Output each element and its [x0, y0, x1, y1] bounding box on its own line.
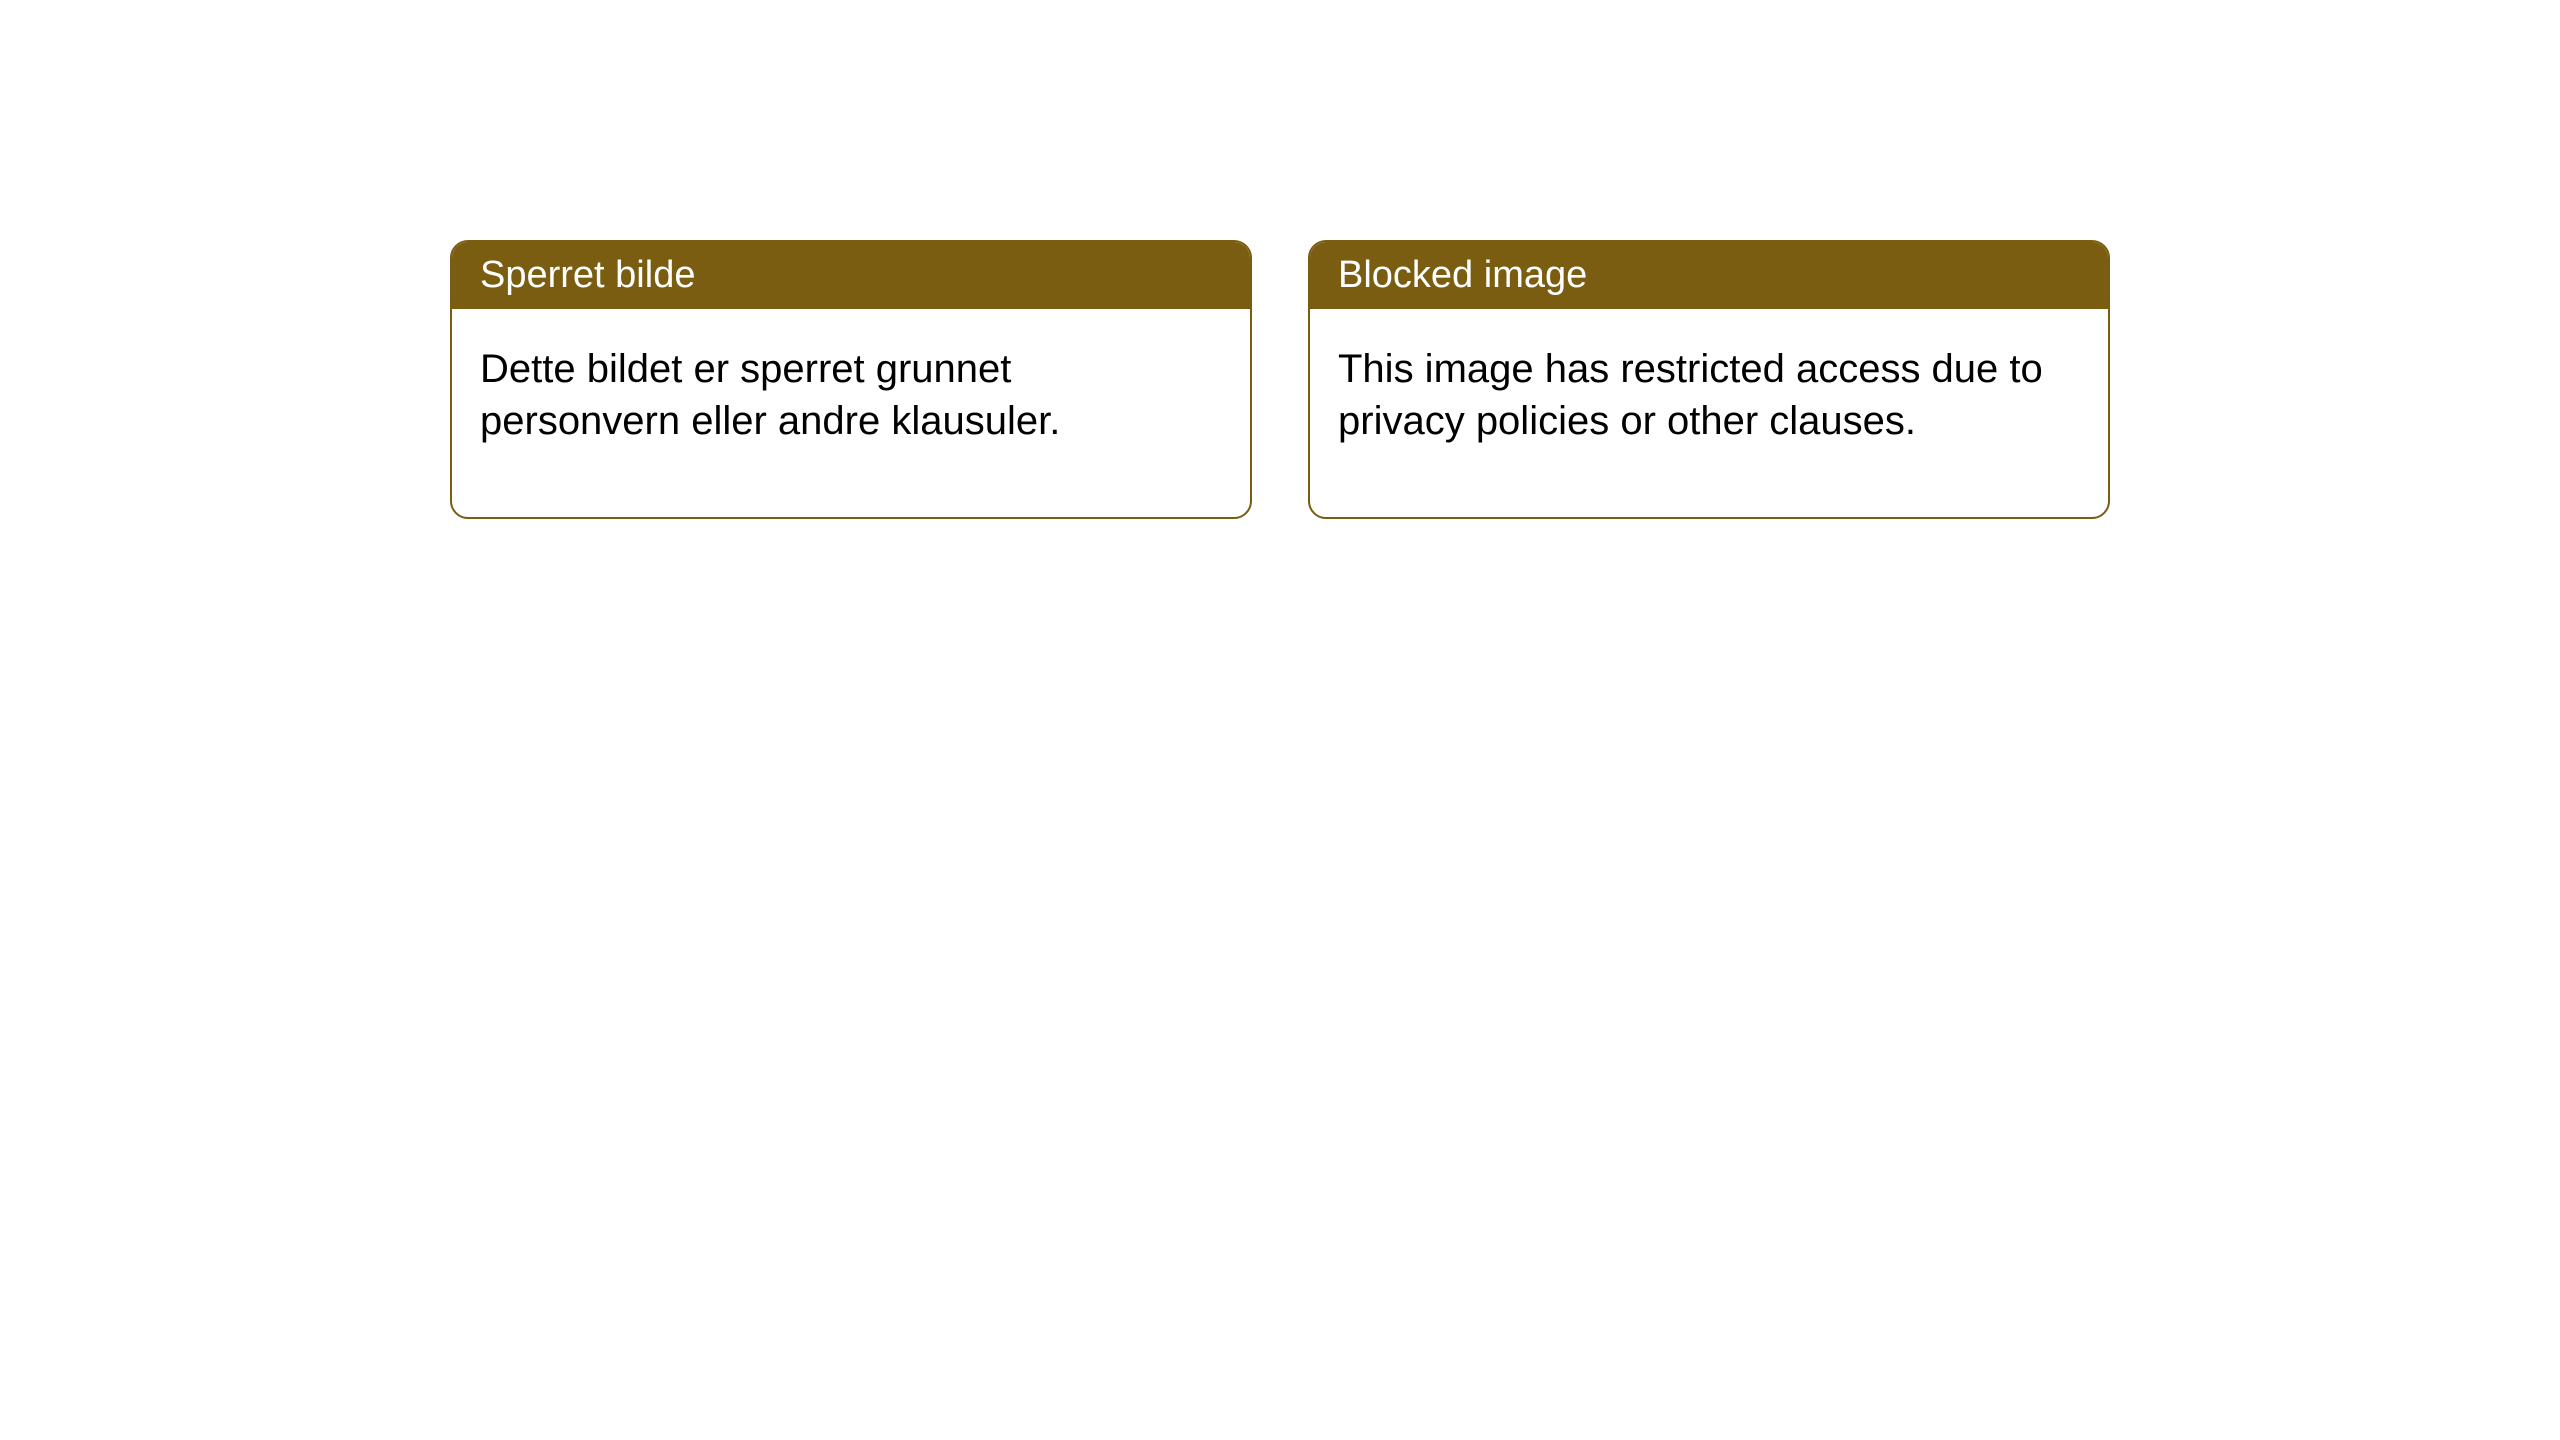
notice-card-english: Blocked image This image has restricted … — [1308, 240, 2110, 519]
notice-body: This image has restricted access due to … — [1310, 309, 2108, 517]
notice-container: Sperret bilde Dette bildet er sperret gr… — [450, 240, 2110, 519]
notice-title: Blocked image — [1310, 242, 2108, 309]
notice-card-norwegian: Sperret bilde Dette bildet er sperret gr… — [450, 240, 1252, 519]
notice-title: Sperret bilde — [452, 242, 1250, 309]
notice-body: Dette bildet er sperret grunnet personve… — [452, 309, 1250, 517]
